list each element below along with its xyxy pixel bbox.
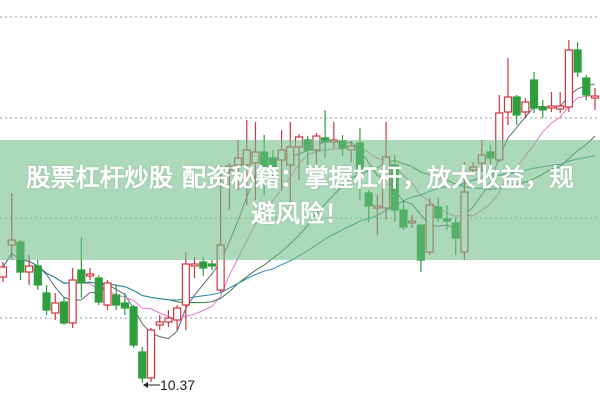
candle — [582, 75, 591, 100]
candle — [573, 42, 582, 77]
candle-body — [25, 265, 34, 273]
candle — [85, 268, 95, 280]
candle-body — [503, 96, 513, 113]
candle — [51, 293, 60, 320]
low-price-label: 10.37 — [160, 377, 196, 393]
candle — [68, 268, 77, 328]
candle-body — [199, 261, 208, 269]
candle — [173, 305, 182, 330]
candle-body — [85, 273, 95, 277]
low-annotation-arrow — [143, 382, 160, 388]
candle — [59, 298, 69, 325]
banner-title: 股票杠杆炒股 配资秘籍：掌握杠杆，放大收益，规 避风险！ — [0, 160, 600, 232]
candle — [538, 100, 547, 118]
candle — [0, 262, 8, 282]
candle-body — [68, 279, 77, 324]
candle-body — [129, 306, 138, 346]
candle-body — [207, 263, 217, 267]
candle — [94, 275, 103, 305]
banner-title-line-2: 避风险！ — [251, 199, 349, 228]
title-banner — [0, 140, 600, 260]
candle — [503, 58, 513, 125]
candle-body — [155, 321, 164, 326]
candle-body — [590, 95, 600, 99]
candle-body — [564, 49, 573, 108]
candle — [33, 260, 42, 290]
candle — [529, 72, 539, 113]
candle-body — [59, 301, 69, 324]
candle-body — [181, 263, 190, 306]
candle — [512, 95, 521, 125]
candle-body — [42, 292, 51, 311]
candle-body — [512, 96, 521, 116]
candle — [129, 305, 138, 348]
candle — [164, 310, 173, 327]
candle — [190, 257, 199, 278]
candle-body — [120, 302, 129, 309]
candle-body — [547, 105, 556, 109]
banner-title-line-1: 股票杠杆炒股 配资秘籍：掌握杠杆，放大收益，规 — [26, 163, 574, 192]
candle-body — [146, 329, 156, 379]
candle — [146, 328, 156, 382]
candle-body — [51, 302, 60, 314]
candle-body — [0, 266, 8, 278]
candle-body — [521, 101, 530, 113]
candle-body — [103, 282, 112, 306]
candle-body — [173, 307, 182, 321]
candle — [556, 92, 565, 113]
candle-body — [573, 49, 582, 73]
candle-body — [582, 77, 591, 96]
candle — [547, 92, 556, 112]
candle-body — [538, 106, 547, 111]
candle — [521, 98, 530, 118]
candle — [103, 280, 112, 310]
candle-body — [77, 269, 86, 284]
candle-body — [112, 294, 121, 306]
candle — [207, 260, 217, 270]
candle — [181, 252, 190, 330]
candle — [590, 88, 600, 110]
candle-body — [529, 79, 539, 109]
annotation-arrowhead — [143, 382, 148, 388]
candle — [25, 255, 34, 285]
candle — [42, 285, 51, 315]
candle-body — [33, 265, 42, 286]
candle-body — [190, 263, 199, 267]
candle — [199, 257, 208, 276]
candle — [138, 347, 147, 383]
candle-body — [138, 351, 147, 379]
candle-body — [556, 105, 565, 110]
candle — [155, 315, 164, 330]
candle — [120, 293, 129, 315]
candle — [112, 285, 121, 310]
candle-body — [164, 317, 173, 323]
candle-body — [94, 277, 103, 303]
candle — [564, 40, 573, 112]
